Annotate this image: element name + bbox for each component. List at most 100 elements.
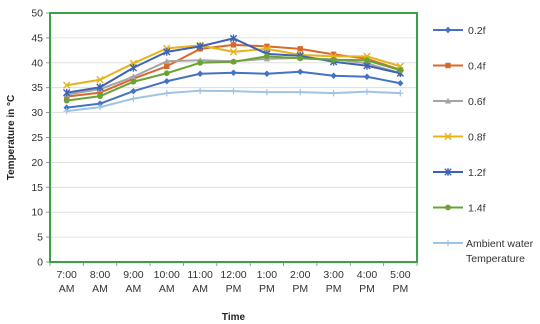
data-point [444,168,452,176]
x-tick-label: AM [159,283,175,295]
data-point [196,42,204,51]
data-point [97,93,103,100]
x-tick-label: 12:00 [220,269,246,281]
data-point [96,103,104,111]
y-tick-label: 30 [31,107,43,119]
x-tick-label: PM [292,283,308,295]
data-point [230,58,237,65]
x-tick-label: 1:00 [257,269,278,281]
x-tick-label: 5:00 [390,269,411,281]
data-point [445,204,451,211]
data-point [164,63,170,70]
data-point [163,58,170,64]
data-point [130,87,137,95]
data-point [444,239,452,247]
x-tick-label: PM [259,283,275,295]
data-point [96,76,104,84]
data-point [130,95,137,102]
data-point [63,97,70,104]
data-point [330,72,337,79]
data-point [444,132,452,141]
x-tick-label: 4:00 [357,269,378,281]
data-point [130,73,137,80]
y-tick-label: 50 [31,8,43,20]
x-tick-label: AM [126,283,142,295]
data-point [297,68,304,75]
x-tick-label: 10:00 [154,269,180,281]
series-0 [63,68,404,111]
y-tick-label: 35 [31,82,43,94]
x-axis-ticks: 7:00 AM 8:00 AM 9:00 AM 10:00 AM 11:00 AM 12:00 PM 1… [49,262,418,295]
data-point [229,34,238,43]
data-point [445,62,451,69]
data-point [263,70,271,77]
data-point [297,46,303,52]
data-point [297,55,304,62]
data-point [96,100,104,107]
data-point [363,61,371,70]
data-point [330,51,337,58]
data-point [397,89,404,97]
data-point [196,87,204,94]
data-point [444,26,452,34]
x-tick-label: 9:00 [123,269,144,281]
y-tick-label: 40 [31,57,43,69]
data-point [397,80,404,87]
series-3 [62,41,405,89]
x-tick-label: 11:00 [187,269,213,281]
data-point [363,73,371,80]
data-point [196,70,204,77]
y-tick-label: 0 [37,257,43,269]
data-point [444,97,452,104]
data-point [263,88,271,96]
data-point [363,88,371,95]
data-point [163,70,170,77]
data-point [97,89,103,96]
data-point [163,78,170,85]
series-6 [63,87,404,115]
data-point [63,104,70,111]
legend-item: 0.4f [433,61,486,73]
legend-label: 1.4f [468,203,486,215]
legend-item: 0.6f [433,96,486,108]
data-point [230,87,237,95]
data-point [230,42,237,48]
data-point [397,67,404,74]
legend-label: 0.2f [468,25,486,37]
data-point [129,63,138,72]
y-tick-label: 25 [31,132,43,144]
data-point [330,89,337,97]
data-point [163,89,170,97]
x-tick-label: PM [226,283,242,295]
data-point [96,83,104,92]
legend-label: 0.4f [468,61,486,73]
legend-label: Ambient water [466,238,534,250]
x-tick-label: AM [92,283,108,295]
x-tick-label: AM [192,283,208,295]
data-point [63,107,70,115]
x-tick-label: PM [392,283,408,295]
data-point [364,57,370,64]
legend-item: Ambient water Temperature [433,238,534,265]
y-tick-label: 15 [31,182,43,194]
legend-item: 0.8f [433,132,486,144]
y-tick-label: 10 [31,207,43,219]
legend-label: 0.6f [468,96,486,108]
x-tick-label: 7:00 [56,269,77,281]
y-axis-ticks: 0 5 10 15 20 25 30 35 40 45 50 [31,8,50,269]
y-tick-label: 20 [31,157,43,169]
data-point [330,56,337,63]
data-point [130,78,137,85]
y-axis-title: Temperature in °C [6,95,17,181]
legend: 0.2f 0.4f 0.6f 0.8f 1.2f 1.4f Ambient water Tem… [433,25,534,265]
gridlines [50,37,417,238]
x-tick-label: AM [59,283,75,295]
legend-item: 0.2f [433,25,486,37]
series-5 [63,53,404,104]
legend-label: 1.2f [468,167,486,179]
data-point [62,88,71,97]
y-tick-label: 5 [37,232,43,244]
x-tick-label: 2:00 [290,269,311,281]
x-tick-label: PM [359,283,375,295]
data-point [197,59,204,66]
